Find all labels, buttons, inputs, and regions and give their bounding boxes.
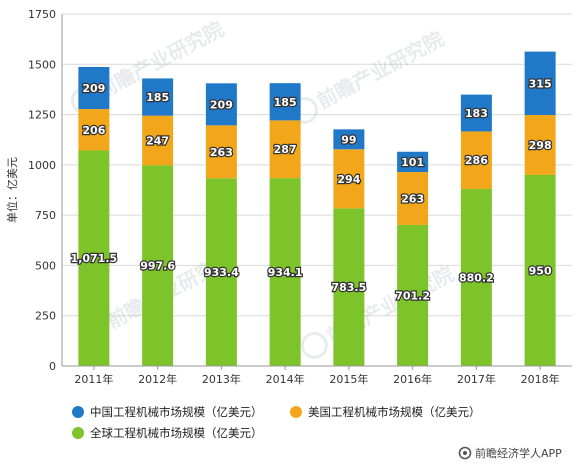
bar-segment xyxy=(205,178,237,366)
data-label: 1,071.5 xyxy=(71,252,118,265)
data-label: 101 xyxy=(401,156,424,169)
data-label: 287 xyxy=(274,143,297,156)
bar-segment xyxy=(397,172,429,225)
legend-item: 中国工程机械市场规模（亿美元） xyxy=(72,405,263,419)
y-tick-label: 500 xyxy=(35,259,56,272)
data-label: 997.6 xyxy=(140,260,175,273)
data-label: 286 xyxy=(465,154,488,167)
bar-segment xyxy=(397,224,429,366)
x-tick-label: 2017年 xyxy=(457,372,496,386)
bar-segment xyxy=(269,178,301,366)
legend-label: 美国工程机械市场规模（亿美元） xyxy=(308,405,481,419)
legend-label: 全球工程机械市场规模（亿美元） xyxy=(90,426,263,440)
legend: 中国工程机械市场规模（亿美元） 美国工程机械市场规模（亿美元） 全球工程机械市场规模… xyxy=(72,405,481,440)
bar-segment xyxy=(78,109,110,151)
x-tick-label: 2013年 xyxy=(202,372,241,386)
data-label: 99 xyxy=(341,133,356,146)
data-label: 298 xyxy=(529,139,552,152)
x-tick-label: 2012年 xyxy=(138,372,177,386)
x-tick-label: 2015年 xyxy=(329,372,368,386)
bar-segment xyxy=(333,149,365,209)
bar-segment xyxy=(460,94,492,132)
bar-segment xyxy=(524,114,556,175)
qianzhan-logo-icon xyxy=(458,446,472,460)
x-tick-label: 2016年 xyxy=(393,372,432,386)
bar-segment xyxy=(142,78,174,116)
y-tick-label: 0 xyxy=(49,360,56,373)
data-label: 315 xyxy=(529,77,552,90)
legend-item: 美国工程机械市场规模（亿美元） xyxy=(290,405,481,419)
bar-segment xyxy=(78,150,110,366)
bar-segment xyxy=(333,208,365,366)
legend-label: 中国工程机械市场规模（亿美元） xyxy=(90,405,263,419)
data-labels: 1,071.5 206 209 997.6 247 185 933.4 263 209 934.1… xyxy=(69,76,553,304)
bar-segment xyxy=(205,83,237,126)
data-label: 783.5 xyxy=(331,281,366,294)
bar-segment xyxy=(333,129,365,150)
brand: 前瞻经济学人APP xyxy=(458,446,562,460)
x-tick-label: 2018年 xyxy=(521,372,560,386)
bar-segment xyxy=(269,120,301,179)
legend-swatch xyxy=(290,406,302,418)
data-label: 950 xyxy=(529,264,552,277)
data-label: 701.2 xyxy=(395,289,430,302)
data-label: 934.1 xyxy=(268,266,303,279)
data-label: 185 xyxy=(146,91,169,104)
data-label: 263 xyxy=(401,193,424,206)
bar-segment xyxy=(205,125,237,179)
bar-segment xyxy=(524,174,556,366)
data-label: 206 xyxy=(82,124,105,137)
y-tick-label: 1500 xyxy=(28,58,56,71)
legend-swatch xyxy=(72,406,84,418)
bar-segment xyxy=(269,83,301,121)
watermark-text: 前瞻产业研究院 xyxy=(313,27,448,114)
y-tick-label: 1250 xyxy=(28,109,56,122)
bar-segment xyxy=(460,188,492,366)
bar-segment xyxy=(142,115,174,166)
watermark-logo-icon xyxy=(300,331,328,359)
x-tick-label: 2014年 xyxy=(266,372,305,386)
watermark: 前瞻产业研究院 xyxy=(300,262,458,359)
axes: 0 250 500 750 1000 1250 1500 1750 2011年 2012年 2013… xyxy=(28,8,572,386)
bar-segment xyxy=(142,165,174,366)
bar-segment xyxy=(460,131,492,189)
bar-segment xyxy=(524,51,556,115)
data-label: 209 xyxy=(82,82,105,95)
data-label: 247 xyxy=(146,134,169,147)
y-tick-label: 1750 xyxy=(28,8,56,21)
data-label: 185 xyxy=(274,96,297,109)
legend-swatch xyxy=(72,427,84,439)
data-label: 294 xyxy=(337,173,360,186)
brand-name: 前瞻经济学人APP xyxy=(475,446,562,460)
bars xyxy=(78,51,556,366)
y-tick-label: 1000 xyxy=(28,159,56,172)
data-label: 183 xyxy=(465,107,488,120)
legend-item: 全球工程机械市场规模（亿美元） xyxy=(72,426,263,440)
watermark: 前瞻产业研究院 xyxy=(290,27,448,124)
y-tick-label: 250 xyxy=(35,310,56,323)
y-axis-label: 单位：亿美元 xyxy=(5,157,19,223)
data-label: 209 xyxy=(210,98,233,111)
data-label: 263 xyxy=(210,146,233,159)
y-tick-label: 750 xyxy=(35,209,56,222)
x-tick-label: 2011年 xyxy=(74,372,113,386)
bar-segment xyxy=(397,151,429,173)
data-label: 880.2 xyxy=(459,271,494,284)
bar-segment xyxy=(78,67,110,110)
data-label: 933.4 xyxy=(204,266,239,279)
